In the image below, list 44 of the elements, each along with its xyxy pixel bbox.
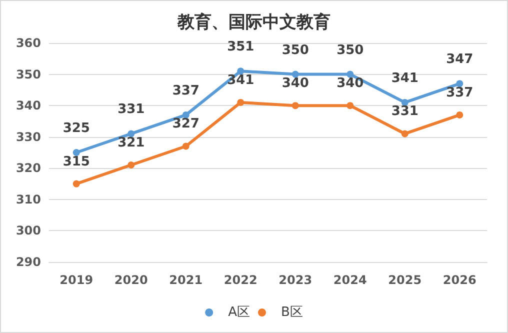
data-label: 327 bbox=[172, 116, 200, 132]
point bbox=[182, 142, 190, 150]
y-tick-label: 310 bbox=[16, 192, 41, 206]
data-label: 337 bbox=[172, 83, 200, 98]
y-tick-label: 340 bbox=[16, 98, 41, 113]
chart-title: 教育、国际中文教育 bbox=[176, 12, 330, 32]
x-tick-label: 2024 bbox=[333, 273, 367, 287]
data-label: 315 bbox=[62, 154, 90, 170]
point bbox=[237, 98, 244, 106]
point bbox=[128, 162, 135, 169]
data-label: 331 bbox=[391, 104, 418, 120]
data-label: 350 bbox=[282, 42, 309, 58]
point bbox=[72, 149, 80, 156]
y-tick-label: 300 bbox=[16, 224, 41, 238]
point bbox=[72, 180, 80, 188]
legend-label: B区 bbox=[280, 305, 303, 320]
data-label: 340 bbox=[336, 76, 364, 92]
y-tick-label: 360 bbox=[16, 36, 41, 50]
data-label: 321 bbox=[118, 136, 145, 151]
x-tick-label: 2022 bbox=[224, 273, 258, 287]
data-label: 341 bbox=[227, 72, 254, 88]
y-tick-label: 330 bbox=[16, 130, 41, 144]
x-tick-label: 2021 bbox=[169, 273, 203, 287]
data-label: 341 bbox=[391, 70, 418, 86]
data-label: 337 bbox=[446, 85, 474, 100]
y-tick-label: 290 bbox=[16, 255, 41, 269]
point bbox=[346, 102, 354, 110]
x-tick-label: 2019 bbox=[60, 273, 94, 287]
x-tick-label: 2020 bbox=[114, 273, 148, 287]
data-label: 325 bbox=[62, 121, 90, 136]
y-tick-label: 350 bbox=[16, 67, 41, 82]
x-tick-label: 2025 bbox=[388, 273, 422, 287]
y-tick-label: 320 bbox=[16, 161, 41, 176]
data-label: 347 bbox=[446, 52, 474, 68]
x-tick-label: 2026 bbox=[442, 273, 476, 287]
data-label: 340 bbox=[282, 76, 309, 92]
legend-label: A区 bbox=[228, 305, 250, 320]
point bbox=[456, 111, 464, 118]
point bbox=[401, 130, 408, 138]
point bbox=[292, 102, 299, 110]
data-label: 350 bbox=[336, 42, 364, 58]
x-tick-label: 2023 bbox=[278, 273, 312, 287]
data-label: 331 bbox=[118, 102, 145, 118]
data-label: 351 bbox=[227, 40, 254, 55]
